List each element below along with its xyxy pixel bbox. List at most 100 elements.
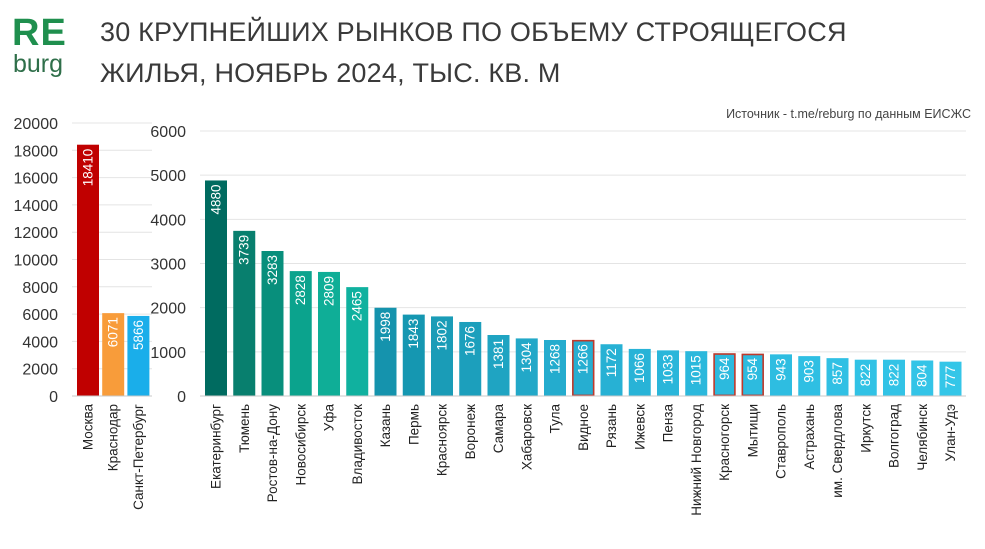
bar-value-label: 5866 (131, 320, 146, 350)
category-label: Пенза (661, 404, 676, 443)
bar (883, 359, 905, 396)
bar (515, 338, 538, 396)
y-tick-label: 4000 (150, 212, 186, 229)
category-label: Челябинск (915, 404, 930, 471)
y-tick-label: 5000 (150, 168, 186, 185)
category-label: им. Свердлова (830, 404, 845, 498)
source-note: Источник - t.me/reburg по данным ЕИСЖС (726, 107, 971, 121)
bar-value-label: 857 (830, 362, 845, 385)
category-label: Ставрополь (774, 404, 789, 479)
y-tick-label: 2000 (150, 301, 186, 318)
y-tick-label: 6000 (150, 124, 186, 141)
bar-value-label: 1304 (519, 342, 534, 373)
bar (826, 358, 849, 396)
bar-highlight-outline (713, 353, 736, 397)
category-label: Уфа (322, 404, 337, 432)
bar-value-label: 1676 (463, 326, 478, 356)
bar-value-label: 1015 (689, 355, 704, 385)
bar-value-label: 6071 (106, 317, 121, 347)
bar (770, 354, 792, 396)
bar (374, 307, 397, 396)
category-label: Ростов-на-Дону (265, 404, 280, 503)
bar (346, 287, 369, 396)
bar-value-label: 3739 (237, 235, 252, 265)
y-tick-label: 3000 (150, 257, 186, 274)
bar-value-label: 1033 (661, 354, 676, 384)
category-label: Владивосток (350, 404, 365, 485)
category-label: Красноярск (435, 404, 450, 476)
y-tick-label: 18000 (14, 143, 59, 160)
category-label: Екатеринбург (209, 404, 224, 489)
bar (854, 359, 877, 396)
bar-value-label: 943 (774, 358, 789, 381)
bar (798, 356, 821, 396)
y-tick-label: 1000 (150, 345, 186, 362)
category-label: Тюмень (237, 404, 252, 453)
category-label: Ижевск (632, 404, 647, 450)
bar-value-label: 1843 (406, 319, 421, 349)
y-tick-label: 0 (49, 389, 58, 406)
category-label: Красногорск (717, 404, 732, 481)
category-label: Пермь (406, 404, 421, 445)
y-tick-label: 8000 (22, 280, 58, 297)
category-label: Новосибирск (293, 404, 308, 486)
bar-value-label: 2809 (322, 276, 337, 306)
y-tick-label: 20000 (14, 116, 59, 133)
category-label: Мытищи (745, 404, 760, 457)
category-label: Иркутск (858, 404, 873, 453)
bar (127, 315, 150, 396)
bar-value-label: 1172 (604, 348, 619, 377)
chart-title: 30 КРУПНЕЙШИХ РЫНКОВ ПО ОБЪЕМУ СТРОЯЩЕГО… (100, 17, 847, 88)
category-label: Москва (81, 404, 96, 451)
bar (77, 144, 99, 396)
bar (402, 314, 425, 396)
bar-value-label: 822 (858, 364, 873, 387)
y-tick-label: 16000 (14, 171, 59, 188)
bar (289, 271, 312, 396)
bar-value-label: 954 (745, 357, 760, 380)
bar-highlight-outline (572, 339, 595, 397)
category-label: Краснодар (106, 404, 121, 471)
category-label: Воронеж (463, 404, 478, 459)
bar (939, 361, 962, 396)
bar-value-label: 2828 (293, 275, 308, 305)
category-label: Астрахань (802, 404, 817, 470)
bar (318, 271, 340, 396)
y-tick-label: 2000 (22, 362, 58, 379)
bar-value-label: 1802 (435, 320, 450, 350)
bar-value-label: 964 (717, 357, 732, 380)
bar (233, 230, 256, 396)
bar-value-label: 1381 (491, 339, 506, 369)
bar-value-label: 3283 (265, 255, 280, 285)
bar (600, 344, 623, 396)
bar (544, 339, 566, 396)
y-tick-label: 0 (177, 389, 186, 406)
bar-value-label: 903 (802, 360, 817, 383)
bar (205, 180, 227, 396)
category-label: Санкт-Петербург (131, 404, 146, 510)
bar (572, 340, 595, 396)
category-label: Хабаровск (519, 404, 534, 470)
bar (628, 348, 651, 396)
category-label: Нижний Новгород (689, 404, 704, 516)
logo-re-text: RE (12, 12, 67, 54)
bar (911, 360, 934, 396)
bar (459, 321, 482, 396)
bar-value-label: 1268 (548, 344, 563, 374)
bar (431, 316, 453, 396)
y-tick-label: 12000 (14, 225, 59, 242)
y-tick-label: 10000 (14, 253, 59, 270)
bar (685, 351, 708, 396)
bar (713, 353, 736, 396)
bar (102, 313, 125, 396)
bar-highlight-outline (741, 353, 764, 397)
bar-value-label: 1266 (576, 344, 591, 374)
y-tick-label: 4000 (22, 334, 58, 351)
bar-value-label: 1998 (378, 312, 393, 342)
bar-value-label: 2465 (350, 291, 365, 321)
bar-value-label: 804 (915, 364, 930, 387)
bar (657, 350, 679, 396)
bar-value-label: 1066 (632, 353, 647, 383)
reburg-logo: RE burg (12, 12, 76, 77)
